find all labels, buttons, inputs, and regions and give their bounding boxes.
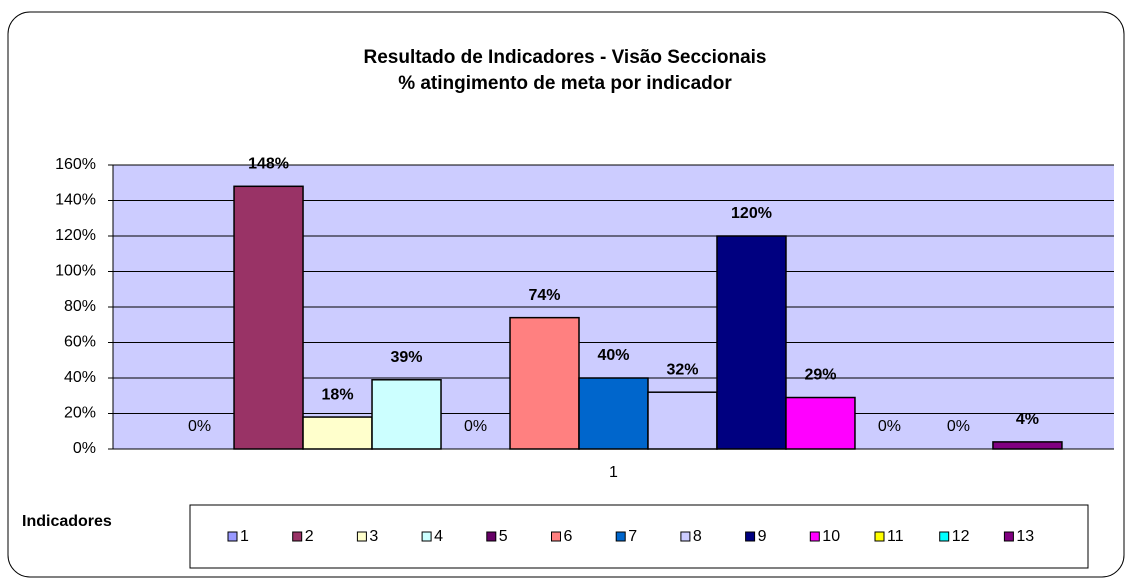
y-tick-label: 120% — [55, 227, 96, 244]
y-tick-label: 140% — [55, 192, 96, 209]
legend-label: 11 — [887, 528, 904, 545]
value-label: 18% — [322, 386, 354, 403]
legend-label: 3 — [369, 528, 378, 545]
value-label: 148% — [248, 156, 289, 173]
legend-box — [189, 504, 1089, 569]
legend-swatch — [939, 531, 950, 542]
bar — [371, 379, 442, 450]
bar — [578, 377, 649, 450]
value-label: 0% — [464, 418, 487, 435]
legend-swatch — [874, 531, 885, 542]
y-tick-label: 60% — [64, 334, 96, 351]
bar — [647, 391, 718, 450]
value-label: 40% — [597, 347, 629, 364]
legend-label: 5 — [499, 528, 508, 545]
y-tick-label: 0% — [73, 440, 96, 457]
y-tick-label: 40% — [64, 369, 96, 386]
legend-swatch — [356, 531, 367, 542]
legend-swatch — [615, 531, 626, 542]
legend-swatch — [421, 531, 432, 542]
chart-title: Resultado de Indicadores - Visão Seccion… — [363, 47, 766, 68]
y-tick-label: 80% — [64, 298, 96, 315]
legend-label: 2 — [305, 528, 314, 545]
legend-label: 1 — [240, 528, 249, 545]
value-label: 120% — [731, 205, 772, 222]
value-label: 39% — [391, 349, 423, 366]
bar — [233, 185, 304, 450]
x-tick-label: 1 — [609, 464, 618, 481]
legend-label: 8 — [693, 528, 702, 545]
bar — [302, 416, 373, 450]
legend-swatch — [809, 531, 820, 542]
legend-label: 10 — [822, 528, 840, 545]
y-tick-label: 20% — [64, 405, 96, 422]
legend-swatch — [486, 531, 497, 542]
legend-swatch — [745, 531, 756, 542]
value-label: 74% — [528, 287, 560, 304]
legend-swatch — [551, 531, 561, 542]
legend-label: 4 — [434, 528, 443, 545]
value-label: 0% — [878, 418, 901, 435]
value-label: 0% — [947, 418, 970, 435]
legend-label: 6 — [564, 528, 573, 545]
legend-label: 12 — [952, 528, 970, 545]
legend-swatch — [227, 531, 238, 542]
value-label: 4% — [1016, 411, 1039, 428]
legend-swatch — [680, 531, 691, 542]
bar — [509, 316, 580, 450]
legend-label: 9 — [758, 528, 767, 545]
bar — [716, 235, 787, 450]
bar — [785, 396, 856, 450]
legend-swatch — [292, 531, 303, 542]
value-label: 32% — [666, 361, 698, 378]
legend-label: 7 — [628, 528, 637, 545]
legend-title: Indicadores — [22, 513, 112, 530]
bar — [992, 441, 1063, 450]
legend-swatch — [1003, 531, 1014, 542]
legend-label: 13 — [1016, 528, 1034, 545]
chart-subtitle: % atingimento de meta por indicador — [398, 73, 732, 94]
value-label: 0% — [188, 418, 211, 435]
y-tick-label: 100% — [55, 263, 96, 280]
y-tick-label: 160% — [55, 156, 96, 173]
value-label: 29% — [804, 367, 836, 384]
